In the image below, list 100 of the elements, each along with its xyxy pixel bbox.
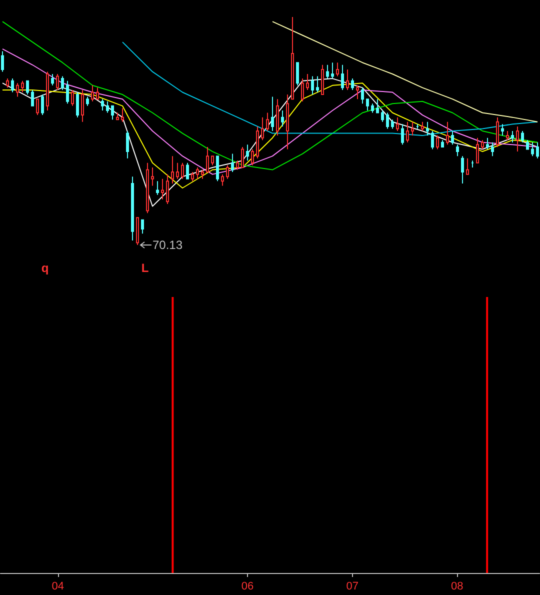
candlestick bbox=[406, 121, 409, 143]
candlestick bbox=[196, 166, 199, 180]
candlestick bbox=[221, 174, 224, 186]
x-tick-label: 06 bbox=[241, 580, 254, 592]
candlestick bbox=[106, 100, 109, 114]
candlestick bbox=[456, 144, 459, 157]
candlestick bbox=[86, 96, 89, 106]
candlestick bbox=[321, 64, 324, 96]
candlestick bbox=[121, 108, 124, 122]
candlestick bbox=[46, 71, 49, 111]
candlestick bbox=[76, 92, 79, 118]
candlestick bbox=[331, 62, 334, 80]
candlestick bbox=[226, 164, 229, 180]
candlestick bbox=[166, 174, 169, 204]
candlestick bbox=[156, 180, 159, 196]
candlestick bbox=[141, 219, 144, 234]
candlestick bbox=[286, 94, 289, 150]
candlestick bbox=[236, 160, 239, 170]
candlestick bbox=[36, 98, 39, 116]
candlestick bbox=[161, 178, 164, 200]
candlestick bbox=[126, 130, 129, 159]
candlestick bbox=[421, 121, 424, 132]
candlestick bbox=[486, 137, 489, 150]
candlestick bbox=[251, 148, 254, 166]
candlestick bbox=[61, 76, 64, 90]
candlestick bbox=[191, 172, 194, 182]
candlestick bbox=[56, 74, 59, 90]
candlestick bbox=[281, 110, 284, 127]
candlestick bbox=[6, 78, 9, 88]
candlestick bbox=[466, 158, 469, 175]
candlestick bbox=[366, 98, 369, 111]
candlestick bbox=[411, 121, 414, 136]
candlestick bbox=[116, 112, 119, 120]
candlestick bbox=[426, 121, 429, 136]
candlestick bbox=[381, 110, 384, 122]
candlestick bbox=[291, 16, 294, 100]
candlestick bbox=[441, 140, 444, 148]
candlestick bbox=[346, 68, 349, 90]
candlestick bbox=[31, 89, 34, 106]
candlestick bbox=[481, 140, 484, 150]
candlestick bbox=[391, 119, 394, 130]
candlestick bbox=[276, 98, 279, 136]
candlestick bbox=[431, 130, 434, 150]
candlestick bbox=[351, 78, 354, 90]
text: L bbox=[141, 261, 149, 275]
candlestick bbox=[341, 64, 344, 90]
annotation: 70.13 bbox=[152, 238, 183, 252]
candlestick bbox=[81, 89, 84, 122]
candlestick bbox=[41, 94, 44, 116]
candlestick bbox=[361, 87, 364, 104]
candlestick bbox=[396, 116, 399, 132]
candlestick bbox=[11, 78, 14, 93]
candlestick bbox=[401, 124, 404, 146]
text: q bbox=[41, 261, 49, 275]
candlestick bbox=[446, 121, 449, 146]
candlestick bbox=[206, 146, 209, 173]
x-tick-label: 08 bbox=[451, 580, 464, 592]
candlestick bbox=[436, 135, 439, 150]
candlestick bbox=[386, 112, 389, 130]
candlestick bbox=[201, 169, 204, 180]
candlestick bbox=[66, 80, 69, 104]
candlestick bbox=[51, 74, 54, 86]
candlestick bbox=[96, 87, 99, 100]
candlestick bbox=[471, 160, 474, 168]
candlestick bbox=[496, 116, 499, 148]
candlestick bbox=[336, 62, 339, 77]
candlestick bbox=[91, 84, 94, 102]
candlestick bbox=[326, 64, 329, 80]
candlestick bbox=[301, 78, 304, 102]
candlestick bbox=[186, 162, 189, 180]
candlestick bbox=[231, 153, 234, 173]
candlestick bbox=[461, 156, 464, 184]
candlestick bbox=[261, 116, 264, 141]
candlestick bbox=[296, 62, 299, 86]
candlestick bbox=[451, 130, 454, 146]
candlestick bbox=[26, 80, 29, 96]
candlestick bbox=[531, 142, 534, 157]
candlestick bbox=[311, 76, 314, 96]
candlestick bbox=[176, 162, 179, 180]
candlestick bbox=[211, 156, 214, 166]
candlestick bbox=[316, 76, 319, 93]
candlestick bbox=[356, 84, 359, 100]
candlestick bbox=[101, 98, 104, 111]
candlestick bbox=[151, 166, 154, 186]
candlestick bbox=[1, 50, 4, 72]
candlestick bbox=[501, 124, 504, 136]
candlestick bbox=[246, 144, 249, 162]
candlestick bbox=[111, 105, 114, 120]
candlestick bbox=[306, 74, 309, 90]
candlestick bbox=[511, 130, 514, 143]
x-tick-label: 04 bbox=[52, 580, 64, 592]
candlestick bbox=[21, 80, 24, 93]
candlestick bbox=[16, 82, 19, 98]
candlestick bbox=[241, 146, 244, 168]
candlestick bbox=[146, 162, 149, 214]
candlestick bbox=[171, 156, 174, 184]
x-tick-label: 07 bbox=[346, 580, 358, 592]
candlestick bbox=[266, 112, 269, 132]
candlestick bbox=[216, 156, 219, 182]
candlestick bbox=[526, 140, 529, 150]
